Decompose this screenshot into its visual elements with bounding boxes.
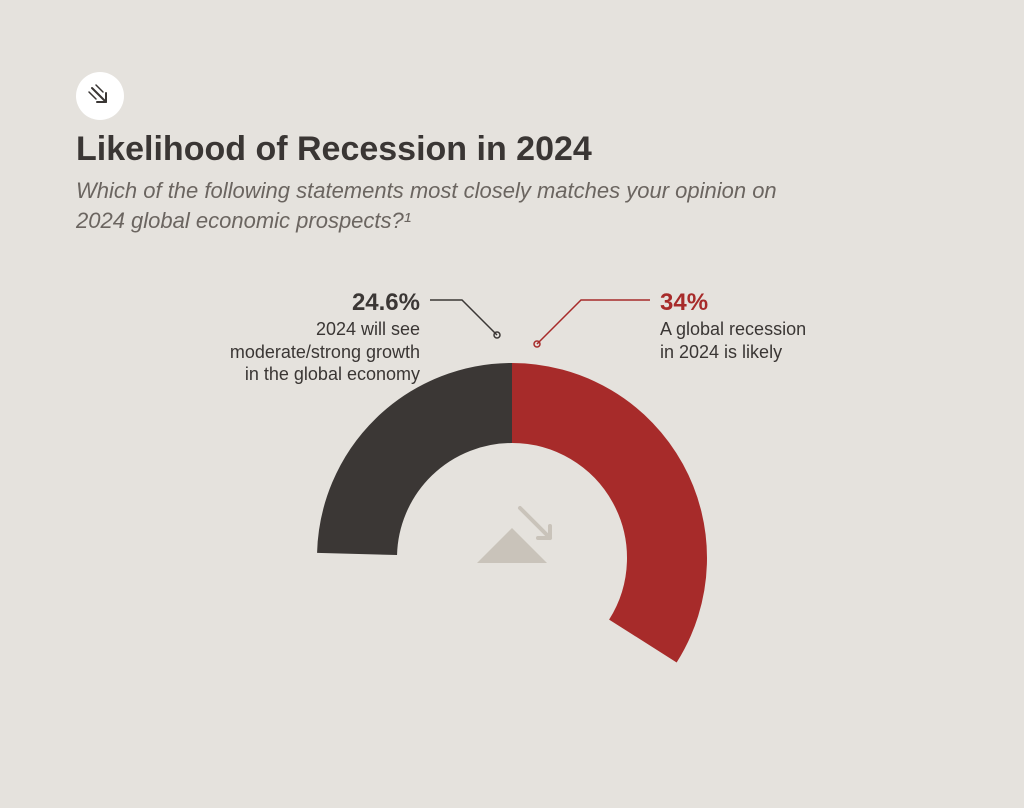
callout-growth-line3: in the global economy — [170, 363, 420, 386]
chart-title: Likelihood of Recession in 2024 — [76, 130, 592, 169]
down-arrow-icon — [85, 81, 115, 111]
callout-growth-line2: moderate/strong growth — [170, 341, 420, 364]
callout-growth-pct: 24.6% — [170, 288, 420, 318]
callout-recession-line2: in 2024 is likely — [660, 341, 910, 364]
donut-chart: 24.6% 2024 will see moderate/strong grow… — [0, 268, 1024, 668]
callout-recession-line1: A global recession — [660, 318, 910, 341]
chart-subtitle: Which of the following statements most c… — [76, 176, 796, 235]
header-icon-badge — [76, 72, 124, 120]
callout-growth: 24.6% 2024 will see moderate/strong grow… — [170, 288, 420, 386]
donut-slice-growth — [357, 403, 512, 554]
callout-growth-line1: 2024 will see — [170, 318, 420, 341]
callout-recession-pct: 34% — [660, 288, 910, 318]
callout-recession: 34% A global recession in 2024 is likely — [660, 288, 910, 363]
